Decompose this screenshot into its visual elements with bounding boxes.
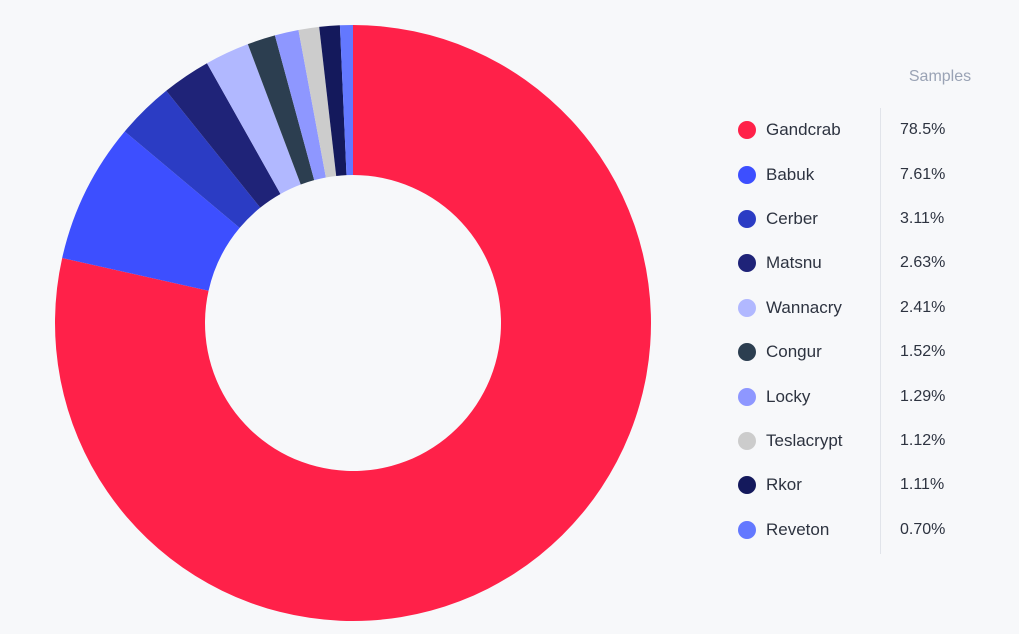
legend-swatch [738, 343, 756, 362]
legend-value: 1.52% [900, 343, 946, 361]
slice-reveton[interactable] [339, 25, 353, 176]
legend-swatch [738, 520, 756, 539]
slice-congur[interactable] [247, 35, 315, 185]
slice-teslacrypt[interactable] [298, 26, 337, 178]
legend-value: 78.5% [900, 121, 946, 139]
legend: Gandcrab 78.5% Babuk 7.61% Cerber 3.11% Matsnu… [738, 108, 998, 552]
legend-swatch [738, 298, 756, 317]
legend-swatch [738, 209, 756, 228]
slice-gandcrab[interactable] [54, 25, 651, 621]
donut-chart [54, 25, 651, 621]
legend-label: Cerber [766, 208, 818, 228]
legend-value: 1.29% [900, 387, 946, 405]
legend-label: Gandcrab [766, 120, 841, 140]
legend-label: Matsnu [766, 253, 822, 273]
legend-label: Rkor [766, 475, 802, 495]
legend-swatch [738, 476, 756, 495]
slice-cerber[interactable] [124, 90, 261, 228]
legend-value: 7.61% [900, 165, 946, 183]
legend-swatch [738, 254, 756, 273]
legend-label: Babuk [766, 164, 815, 184]
legend-swatch [738, 387, 756, 406]
legend-item-reveton[interactable]: Reveton 0.70% [738, 508, 998, 552]
legend-item-babuk[interactable]: Babuk 7.61% [738, 152, 998, 196]
legend-divider [880, 108, 881, 554]
legend-item-congur[interactable]: Congur 1.52% [738, 330, 998, 374]
legend-value: 2.63% [900, 254, 946, 272]
legend-label: Wannacry [766, 297, 842, 317]
legend-value: 1.11% [900, 476, 945, 494]
legend-label: Reveton [766, 519, 830, 539]
slice-wannacry[interactable] [206, 44, 301, 194]
legend-header: Samples [908, 68, 972, 85]
legend-item-locky[interactable]: Locky 1.29% [738, 374, 998, 418]
legend-item-teslacrypt[interactable]: Teslacrypt 1.12% [738, 419, 998, 463]
legend-value: 3.11% [900, 209, 945, 227]
legend-value: 2.41% [900, 298, 946, 316]
legend-value: 1.12% [900, 431, 946, 449]
legend-item-wannacry[interactable]: Wannacry 2.41% [738, 286, 998, 330]
legend-item-rkor[interactable]: Rkor 1.11% [738, 463, 998, 507]
legend-value: 0.70% [900, 520, 946, 538]
slice-babuk[interactable] [62, 131, 240, 291]
slice-locky[interactable] [274, 30, 326, 181]
legend-swatch [738, 431, 756, 450]
slice-rkor[interactable] [319, 25, 347, 176]
legend-swatch [738, 121, 756, 140]
legend-label: Teslacrypt [766, 430, 843, 450]
legend-label: Congur [766, 342, 822, 362]
legend-swatch [738, 165, 756, 184]
legend-item-cerber[interactable]: Cerber 3.11% [738, 197, 998, 241]
legend-item-matsnu[interactable]: Matsnu 2.63% [738, 241, 998, 285]
legend-item-gandcrab[interactable]: Gandcrab 78.5% [738, 108, 998, 152]
legend-label: Locky [766, 386, 811, 406]
slice-matsnu[interactable] [166, 63, 281, 208]
